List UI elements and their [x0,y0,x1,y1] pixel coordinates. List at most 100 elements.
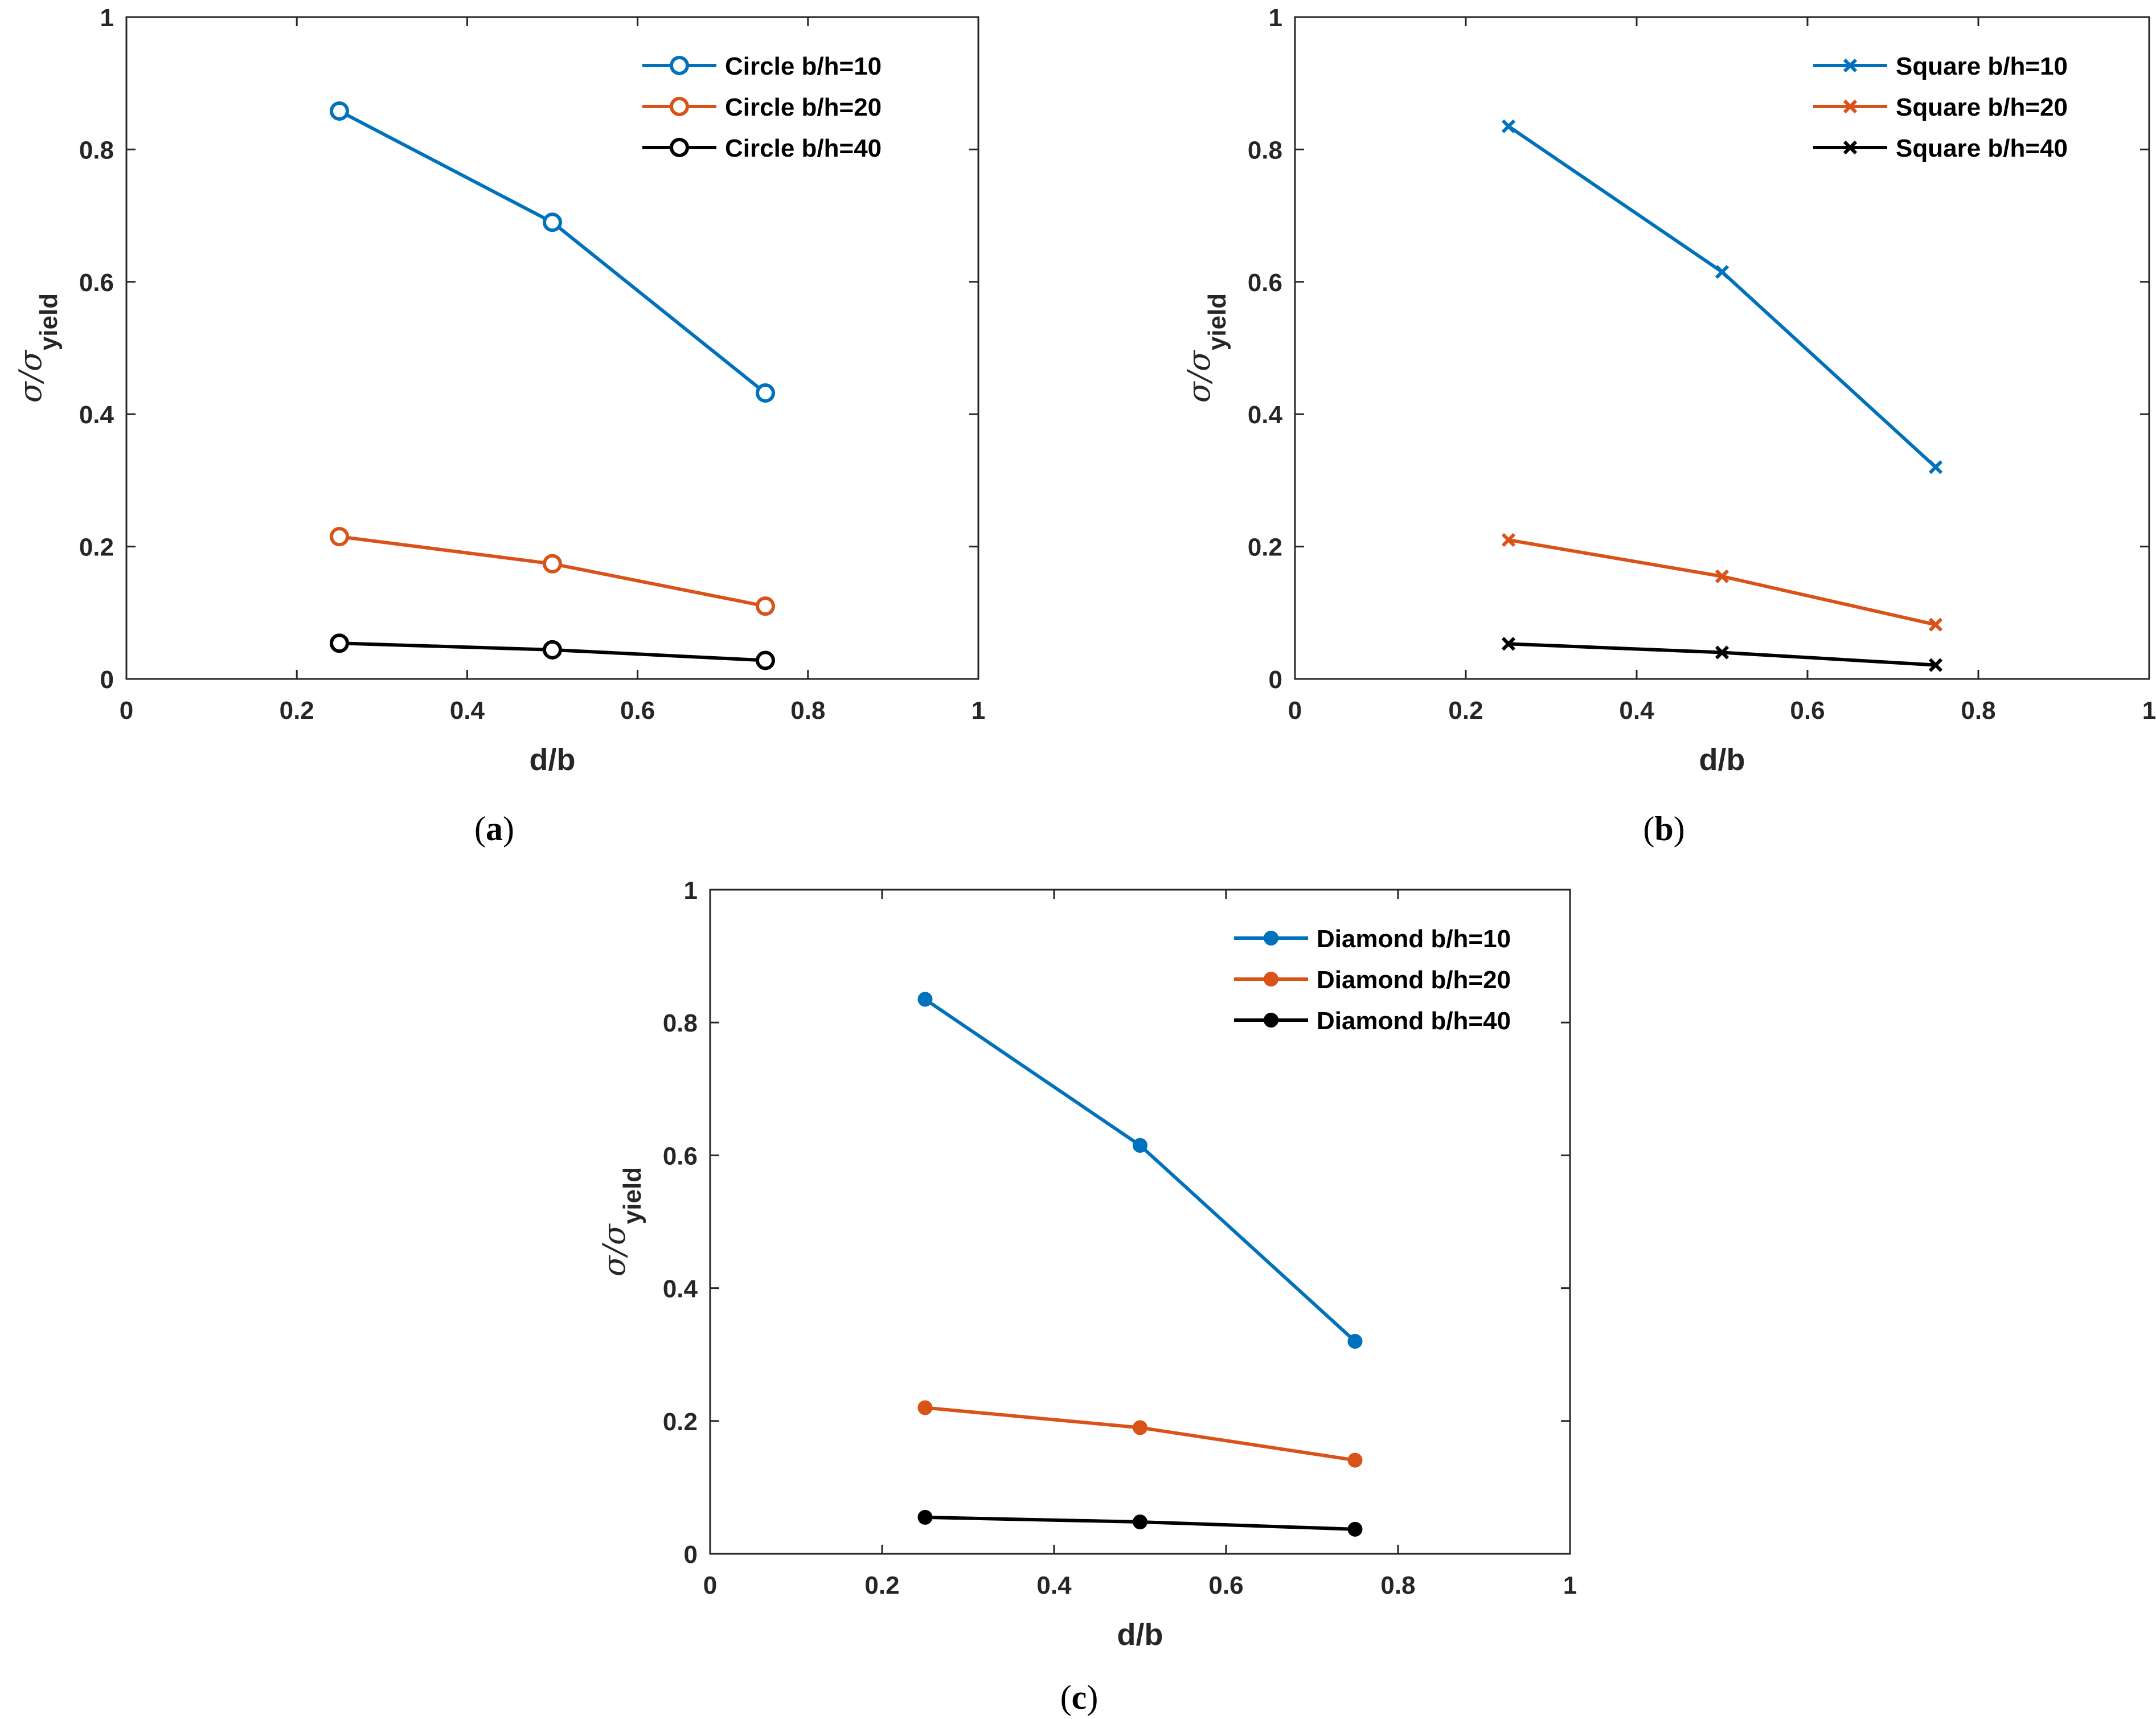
legend-marker-stroke-b [1843,99,1858,114]
data-point [1501,533,1516,547]
x-tick-label: 0.2 [864,1571,899,1599]
data-point [1133,1137,1147,1153]
x-tick-label: 0.8 [790,697,825,725]
axes-box [125,16,979,680]
data-point [1133,1420,1147,1435]
legend-label: Square b/h=10 [1896,52,2068,80]
legend-marker [1264,972,1278,987]
series-2 [330,527,775,616]
y-tick-label: 1 [684,877,698,904]
series-2 [917,1400,1363,1468]
series-line [924,997,1356,1343]
y-tick-label: 0.6 [663,1142,698,1170]
data-point [1715,645,1729,660]
legend-marker [670,56,689,75]
y-tick-label: 0.8 [663,1009,698,1037]
caption-paren-close: ) [1674,810,1685,848]
data-point [1928,658,1943,672]
data-point [1501,637,1516,651]
y-axis-label-symbol: σ/σ [1181,349,1217,403]
y-tick-label: 0.2 [1248,534,1282,562]
y-axis-label-symbol: σ/σ [13,349,48,403]
y-axis-label-subscript: yield [618,1167,646,1224]
x-tick-label: 1 [2142,697,2156,725]
legend-label: Square b/h=20 [1896,93,2068,121]
legend-label: Circle b/h=20 [725,93,882,121]
x-tick-label: 0.2 [1448,697,1483,725]
chart-panel-b: 0 0.2 0.4 0.6 0.8 1 0 0.2 0.4 0.6 0.8 1 d/b σ/σyield S… [1181,4,2156,848]
x-tick-label: 0.4 [1036,1571,1072,1599]
series-line [1507,125,1937,469]
legend-entry: Square b/h=40 [1813,134,2068,162]
y-tick-label: 0 [684,1541,698,1569]
legend-entry: Diamond b/h=20 [1234,966,1511,994]
data-point [1928,617,1943,632]
caption-paren-open: ( [1060,1679,1072,1716]
series-3 [330,633,775,670]
x-tick-label: 0.4 [1619,697,1654,725]
legend-entry: Diamond b/h=40 [1234,1007,1511,1035]
chart-panel-c: 0 0.2 0.4 0.6 0.8 1 0 0.2 0.4 0.6 0.8 1 d/b σ/σyield D… [596,877,1577,1716]
legend-marker [1843,58,1858,73]
y-tick-label: 0.4 [663,1275,698,1303]
data-point [1928,460,1943,474]
data-point-stroke-b [1715,569,1729,584]
y-axis-label: σ/σyield [1181,293,1231,403]
legend-label: Diamond b/h=20 [1317,966,1511,994]
y-axis-label: σ/σyield [596,1167,646,1276]
legend-marker [1843,99,1858,114]
y-axis-label: σ/σyield [13,293,63,403]
y-tick-label: 1 [100,4,114,32]
data-point [1501,119,1516,133]
x-tick-label: 0 [1288,697,1302,725]
panel-caption: (c) [1060,1679,1099,1716]
data-point-stroke-b [1501,637,1516,651]
legend: Square b/h=10 Square b/h=20 Square b/h=40 [1813,52,2068,162]
y-tick-label: 0 [100,666,114,694]
x-tick-label: 0 [120,697,133,725]
y-tick-label: 0.8 [1248,136,1282,164]
x-tick-label: 1 [972,697,985,725]
axes-box [709,889,1571,1555]
series-1 [1501,119,1943,474]
data-point-stroke-b [1501,119,1516,133]
panel-caption: (b) [1643,810,1684,848]
legend-marker [670,138,689,157]
data-point-stroke-b [1501,533,1516,547]
y-tick-label: 0 [1269,666,1282,694]
x-tick-label: 0.6 [1790,697,1825,725]
x-tick-label: 0.6 [1208,1571,1243,1599]
legend-entry: Circle b/h=10 [642,52,882,80]
data-point [1347,1333,1363,1349]
data-point [756,383,775,403]
y-tick-label: 0.2 [79,534,114,562]
axes-box [1294,16,2150,680]
data-point [917,1400,933,1415]
y-tick-label: 0.6 [1248,269,1282,297]
y-tick-label: 0.6 [79,269,114,297]
data-point [1715,569,1729,584]
data-point [543,640,562,660]
caption-paren-close: ) [503,810,514,848]
x-axis-label: d/b [1699,743,1745,777]
series-line [1508,538,1936,627]
legend-marker [1264,931,1278,946]
data-point [1347,1521,1363,1537]
series-3 [1501,637,1943,672]
legend-entry: Square b/h=20 [1813,93,2068,121]
x-axis-label: d/b [530,743,576,777]
data-point [917,1509,933,1525]
legend-entry: Square b/h=10 [1813,52,2068,80]
y-axis-label-subscript: yield [35,293,63,350]
legend-marker-stroke-b [1843,140,1858,155]
y-tick-label: 0.8 [79,136,114,164]
legend-marker [1843,140,1858,155]
series-1 [330,101,775,403]
data-point [330,633,349,653]
data-point [543,212,562,232]
legend-label: Circle b/h=40 [725,134,882,162]
data-point [1133,1515,1147,1530]
caption-letter: a [486,810,503,848]
legend: Diamond b/h=10 Diamond b/h=20 Diamond b/h=… [1234,925,1511,1035]
